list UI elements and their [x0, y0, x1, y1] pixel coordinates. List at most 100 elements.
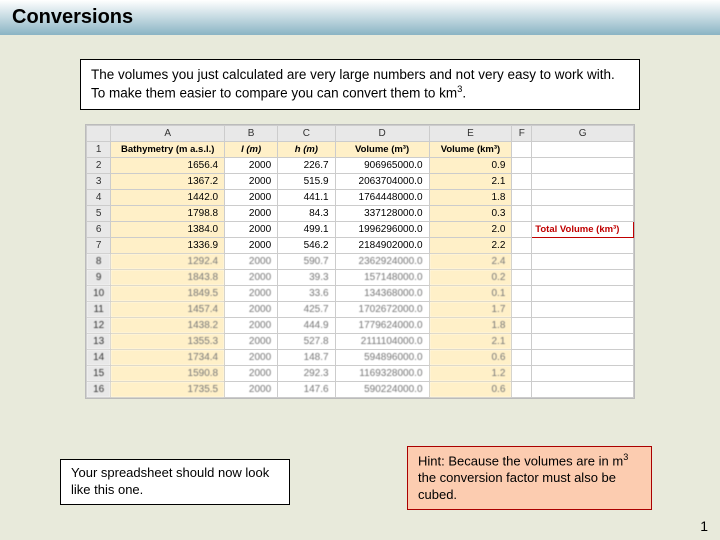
header-cell: h (m) [278, 141, 335, 157]
data-cell: 226.7 [278, 157, 335, 173]
data-cell: 1.8 [429, 189, 512, 205]
data-cell: 2000 [225, 317, 278, 333]
data-cell: 1849.5 [111, 285, 225, 301]
data-cell: 1355.3 [111, 333, 225, 349]
data-cell: 2000 [225, 237, 278, 253]
data-cell: 441.1 [278, 189, 335, 205]
g-cell [532, 381, 634, 397]
empty-cell [512, 349, 532, 365]
data-cell: 2000 [225, 253, 278, 269]
row-number: 16 [87, 381, 111, 397]
intro-text: The volumes you just calculated are very… [80, 59, 640, 110]
data-cell: 515.9 [278, 173, 335, 189]
data-cell: 1.7 [429, 301, 512, 317]
data-cell: 2000 [225, 365, 278, 381]
row-number: 5 [87, 205, 111, 221]
g-cell [532, 205, 634, 221]
data-cell: 292.3 [278, 365, 335, 381]
g-cell [532, 333, 634, 349]
data-cell: 906965000.0 [335, 157, 429, 173]
data-cell: 1656.4 [111, 157, 225, 173]
header-cell: Bathymetry (m a.s.l.) [111, 141, 225, 157]
empty-cell [512, 221, 532, 237]
header-cell: l (m) [225, 141, 278, 157]
data-cell: 1442.0 [111, 189, 225, 205]
data-cell: 1384.0 [111, 221, 225, 237]
g-cell [532, 317, 634, 333]
data-cell: 148.7 [278, 349, 335, 365]
data-cell: 1764448000.0 [335, 189, 429, 205]
data-cell: 147.6 [278, 381, 335, 397]
data-cell: 1734.4 [111, 349, 225, 365]
row-number: 8 [87, 253, 111, 269]
empty-cell [512, 237, 532, 253]
row-number: 4 [87, 189, 111, 205]
g-cell [532, 285, 634, 301]
row-number: 1 [87, 141, 111, 157]
col-letter: A [111, 125, 225, 141]
data-cell: 33.6 [278, 285, 335, 301]
data-cell: 546.2 [278, 237, 335, 253]
row-number: 9 [87, 269, 111, 285]
header-cell [512, 141, 532, 157]
data-cell: 2000 [225, 189, 278, 205]
data-cell: 2.0 [429, 221, 512, 237]
g-cell [532, 189, 634, 205]
empty-cell [512, 381, 532, 397]
empty-cell [512, 253, 532, 269]
col-letter: F [512, 125, 532, 141]
col-letter: D [335, 125, 429, 141]
empty-cell [512, 301, 532, 317]
page-number: 1 [700, 518, 708, 534]
data-cell: 1798.8 [111, 205, 225, 221]
data-cell: 1735.5 [111, 381, 225, 397]
data-cell: 1843.8 [111, 269, 225, 285]
row-number: 2 [87, 157, 111, 173]
row-number: 12 [87, 317, 111, 333]
empty-cell [512, 205, 532, 221]
data-cell: 2111104000.0 [335, 333, 429, 349]
data-cell: 590224000.0 [335, 381, 429, 397]
spreadsheet-table: ABCDEFG 1Bathymetry (m a.s.l.)l (m)h (m)… [86, 125, 634, 398]
col-letter: B [225, 125, 278, 141]
data-cell: 0.1 [429, 285, 512, 301]
data-cell: 1779624000.0 [335, 317, 429, 333]
caption-hint: Hint: Because the volumes are in m3 the … [407, 446, 652, 510]
empty-cell [512, 365, 532, 381]
data-cell: 1457.4 [111, 301, 225, 317]
data-cell: 2.1 [429, 333, 512, 349]
g-cell [532, 253, 634, 269]
data-cell: 0.2 [429, 269, 512, 285]
data-cell: 2.1 [429, 173, 512, 189]
spreadsheet: ABCDEFG 1Bathymetry (m a.s.l.)l (m)h (m)… [85, 124, 635, 399]
data-cell: 1996296000.0 [335, 221, 429, 237]
row-number: 14 [87, 349, 111, 365]
g-cell [532, 237, 634, 253]
row-number: 13 [87, 333, 111, 349]
data-cell: 157148000.0 [335, 269, 429, 285]
header-cell: Volume (m³) [335, 141, 429, 157]
header-cell [532, 141, 634, 157]
row-number: 3 [87, 173, 111, 189]
header-cell: Volume (km³) [429, 141, 512, 157]
row-number: 10 [87, 285, 111, 301]
data-cell: 590.7 [278, 253, 335, 269]
data-cell: 1.2 [429, 365, 512, 381]
data-cell: 2184902000.0 [335, 237, 429, 253]
data-cell: 2000 [225, 221, 278, 237]
row-number: 15 [87, 365, 111, 381]
empty-cell [512, 317, 532, 333]
caption-left: Your spreadsheet should now look like th… [60, 459, 290, 505]
data-cell: 2000 [225, 269, 278, 285]
slide-title: Conversions [0, 0, 720, 35]
data-cell: 39.3 [278, 269, 335, 285]
data-cell: 2.4 [429, 253, 512, 269]
data-cell: 1169328000.0 [335, 365, 429, 381]
data-cell: 2063704000.0 [335, 173, 429, 189]
data-cell: 2000 [225, 285, 278, 301]
g-cell [532, 173, 634, 189]
data-cell: 2000 [225, 349, 278, 365]
row-number: 7 [87, 237, 111, 253]
g-cell [532, 301, 634, 317]
data-cell: 134368000.0 [335, 285, 429, 301]
